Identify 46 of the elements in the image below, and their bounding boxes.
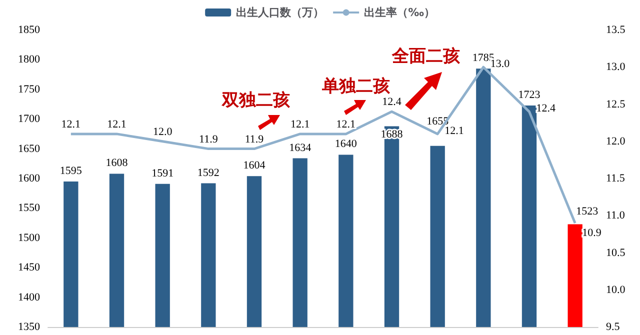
data-label: 13.0 [490,58,510,70]
y2-tick-label: 12.0 [606,135,626,148]
data-label: 12.1 [290,118,310,130]
data-label: 12.1 [107,118,126,130]
y-tick-label: 1750 [18,83,40,96]
data-label: 1634 [289,142,312,154]
y-tick-label: 1850 [18,24,40,36]
y2-tick-label: 10.0 [606,284,626,296]
y2-tick-label: 13.5 [606,24,626,36]
y-tick-label: 1650 [18,142,40,155]
y2-tick-label: 9.5 [606,321,620,333]
y2-tick-label: 11.5 [606,172,626,184]
data-label: 12.4 [536,102,556,115]
data-label: 10.9 [582,227,602,240]
annotation: 全面二孩 [391,46,461,66]
data-label: 1608 [106,157,128,170]
y-tick-label: 1350 [18,321,40,333]
data-label: 1640 [334,138,358,150]
data-label: 12.4 [382,96,402,108]
y-tick-label: 1600 [18,172,40,184]
data-label: 1723 [518,88,541,101]
data-label: 1591 [152,167,174,180]
annotation: 双独二孩 [221,90,291,110]
legend-label: 出生人口数（万） [236,6,324,19]
y2-tick-label: 10.5 [606,246,626,259]
data-label: 12.0 [152,126,173,138]
data-label: 1592 [197,166,220,179]
data-label: 12.1 [336,118,356,130]
annotation: 单独二孩 [321,76,391,96]
data-label: 1604 [243,160,266,172]
data-label: 11.9 [198,133,218,146]
y-tick-label: 1550 [18,202,40,214]
data-label: 11.9 [244,133,264,146]
y2-tick-label: 11.0 [606,210,626,222]
y2-tick-label: 12.5 [606,98,626,110]
data-label: 12.1 [61,118,81,130]
y-tick-label: 1400 [18,291,40,304]
y-tick-label: 1700 [18,113,40,126]
y-tick-label: 1800 [18,54,40,66]
data-label: 1595 [60,164,82,177]
y-tick-label: 1450 [18,262,40,274]
legend-label: 出生率（‰） [364,6,435,19]
y2-tick-label: 13.0 [606,61,626,74]
data-label: 1523 [576,206,599,218]
data-label: 12.1 [444,124,464,137]
y-tick-label: 1500 [18,232,40,244]
